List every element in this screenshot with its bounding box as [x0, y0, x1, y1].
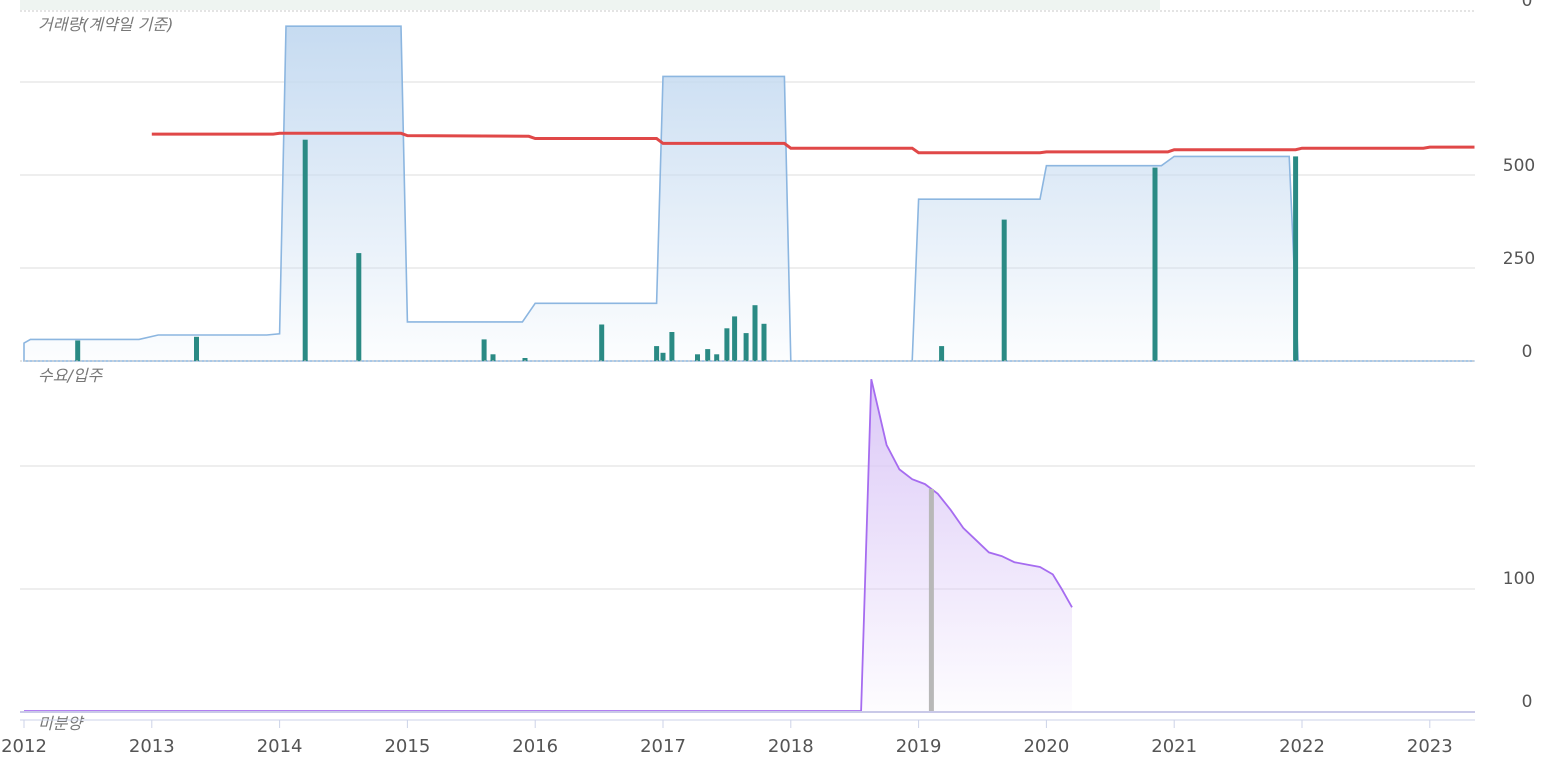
x-tick-label: 2016	[512, 736, 558, 757]
supply-area	[24, 379, 1072, 711]
supply-panel-title: 수요/입주	[38, 366, 104, 385]
x-tick-label: 2014	[257, 736, 303, 757]
x-tick-label: 2020	[1023, 736, 1069, 757]
volume-bar	[939, 346, 945, 361]
volume-bar	[654, 346, 660, 361]
volume-bar	[714, 354, 720, 361]
x-tick-label: 2018	[768, 736, 814, 757]
supply-bars	[928, 489, 934, 711]
volume-bar	[705, 349, 711, 361]
volume-bar	[356, 253, 362, 361]
volume-bar	[302, 139, 308, 361]
x-tick-label: 2013	[129, 736, 175, 757]
x-tick-label: 2023	[1407, 736, 1453, 757]
volume-bar	[599, 324, 605, 361]
volume-bar	[732, 316, 738, 361]
supply-line	[24, 378, 1073, 712]
top-cut-tick-label: 0	[1522, 0, 1533, 11]
volume-bar	[75, 340, 81, 361]
volume-bar	[669, 332, 675, 361]
volume-panel-title: 거래량(계약일 기준)	[38, 15, 173, 34]
volume-bar	[660, 352, 666, 361]
x-tick-label: 2015	[384, 736, 430, 757]
supply-bar	[928, 489, 934, 711]
top-panel-remnant	[20, 0, 1160, 10]
volume-bar	[194, 336, 199, 361]
price-area	[23, 25, 1475, 362]
volume-bar	[490, 354, 496, 361]
y-tick-label: 0	[1522, 342, 1533, 362]
volume-bar	[522, 358, 528, 361]
x-axis: 2012 2013 2014 2015 2016 2017 2018 2019 2020 2021…	[1, 720, 1453, 757]
volume-bar	[695, 354, 700, 361]
volume-bar	[743, 333, 749, 361]
volume-panel: 거래량(계약일 기준) 500 250 0	[20, 15, 1535, 362]
y-tick-label: 500	[1503, 156, 1535, 176]
supply-panel: 수요/입주 100 0	[20, 366, 1535, 713]
unsold-panel-title: 미분양	[38, 714, 84, 733]
x-tick-label: 2022	[1279, 736, 1325, 757]
x-tick-label: 2012	[1, 736, 47, 757]
volume-bar	[752, 305, 758, 361]
volume-bars	[75, 139, 1299, 361]
volume-bar	[1152, 167, 1158, 361]
volume-bar	[1293, 156, 1299, 361]
y-tick-label: 100	[1503, 569, 1535, 589]
x-tick-label: 2019	[896, 736, 942, 757]
volume-bar	[481, 339, 487, 361]
y-tick-label: 250	[1503, 249, 1535, 269]
y-tick-label: 0	[1522, 692, 1533, 712]
volume-bar	[761, 323, 767, 361]
volume-bar	[1001, 219, 1007, 361]
average-price-line	[151, 131, 1475, 155]
x-tick-label: 2021	[1151, 736, 1197, 757]
x-tick-label: 2017	[640, 736, 686, 757]
volume-bar	[724, 328, 730, 361]
